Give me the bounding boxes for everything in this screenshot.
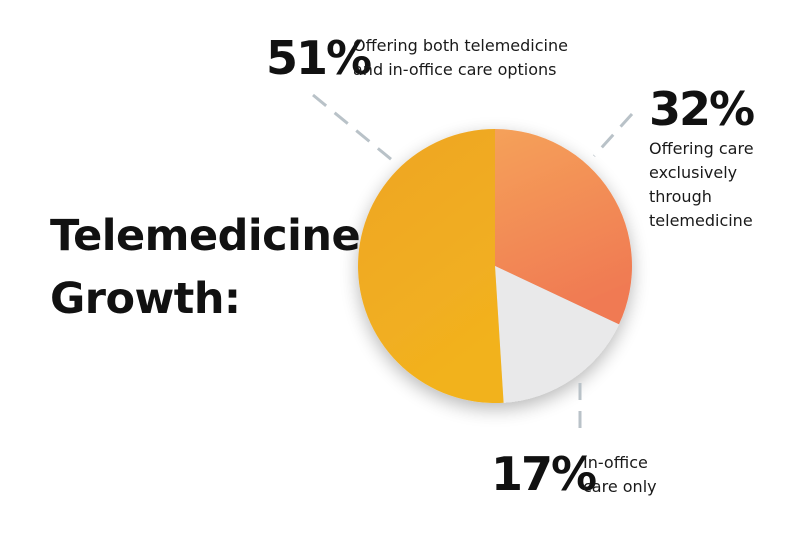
label-office-desc-line: In-office	[583, 453, 648, 472]
label-both-percent: 51%	[266, 31, 372, 85]
label-both-desc-line: and in-office care options	[353, 60, 557, 79]
title-line-2: Growth:	[50, 274, 241, 324]
label-both-desc: Offering both telemedicine and in-office…	[353, 34, 568, 82]
label-both-desc-line: Offering both telemedicine	[353, 36, 568, 55]
label-tele-desc: Offering care exclusively through teleme…	[649, 137, 754, 233]
chart-title: Telemedicine Growth:	[50, 205, 361, 331]
label-tele-percent: 32%	[649, 82, 755, 136]
leader-lines	[312, 93, 634, 435]
label-tele-desc-line: exclusively	[649, 163, 738, 182]
pie-slice-office	[495, 266, 619, 403]
pie-slice-both	[358, 129, 504, 403]
label-office-percent: 17%	[491, 447, 597, 501]
pie-slice-tele	[495, 129, 632, 325]
label-tele-desc-line: through	[649, 187, 712, 206]
label-office-desc: In-office care only	[583, 451, 657, 499]
label-tele-desc-line: Offering care	[649, 139, 754, 158]
pie-slices	[358, 129, 632, 403]
title-line-1: Telemedicine	[50, 211, 361, 261]
leader-line-both	[312, 93, 393, 162]
label-tele-desc-line: telemedicine	[649, 211, 753, 230]
label-office-desc-line: care only	[583, 477, 657, 496]
leader-line-tele	[592, 112, 634, 158]
